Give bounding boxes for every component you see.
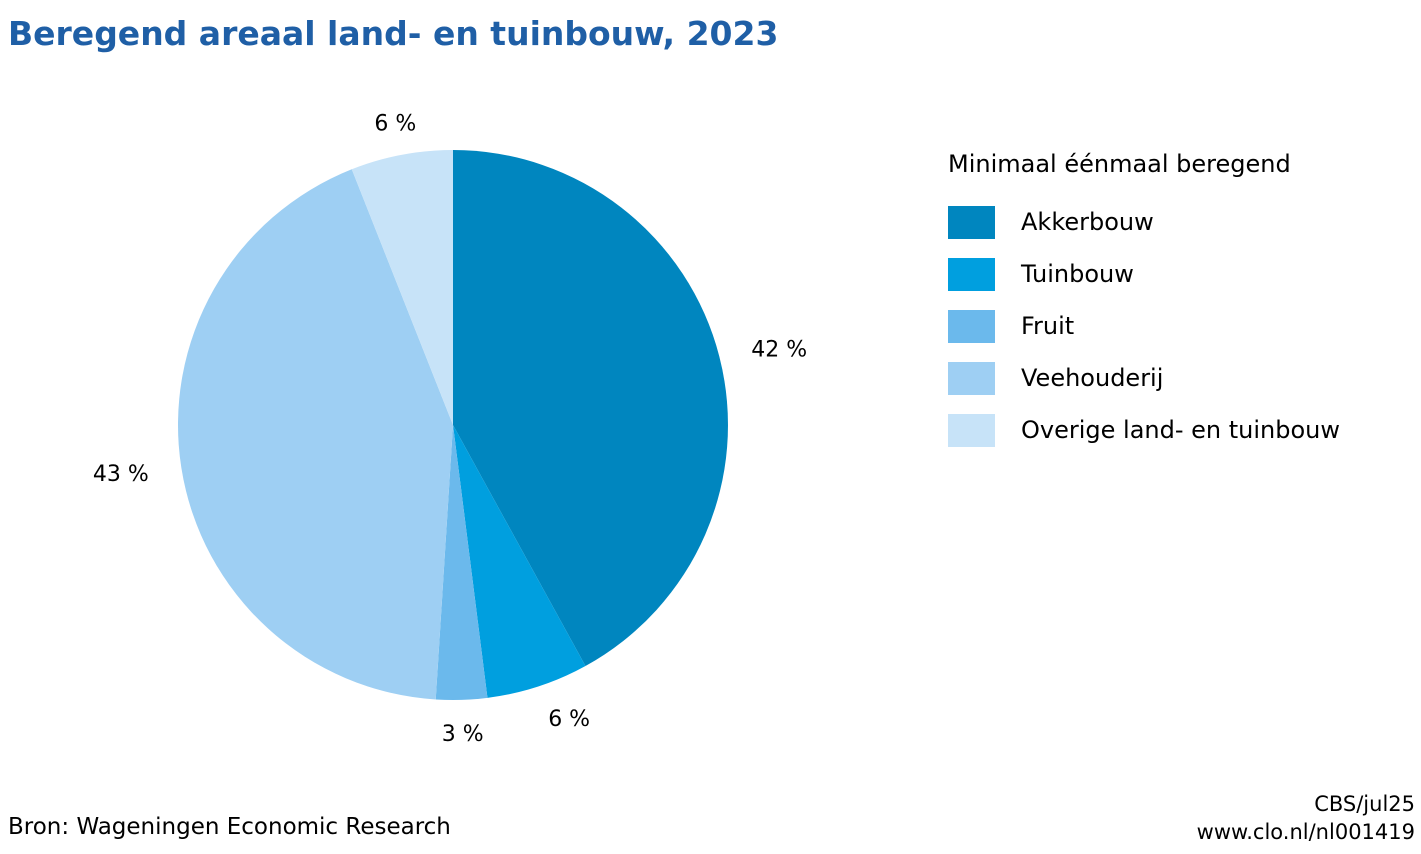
legend-item-akkerbouw: Akkerbouw bbox=[948, 196, 1340, 248]
pie-slice-akkerbouw bbox=[453, 150, 728, 666]
legend-swatch bbox=[948, 361, 995, 395]
credit-line-1: CBS/jul25 bbox=[1314, 792, 1415, 816]
legend-label: Akkerbouw bbox=[1021, 208, 1154, 236]
pie-label-overige-land-en-tuinbouw: 6 % bbox=[374, 112, 416, 137]
legend-item-veehouderij: Veehouderij bbox=[948, 352, 1340, 404]
pie-slices bbox=[177, 150, 728, 701]
pie-labels: 42 % 6 % 3 % 43 % 6 % bbox=[93, 112, 807, 747]
legend-swatch bbox=[948, 413, 995, 447]
legend-item-overige-land-en-tuinbouw: Overige land- en tuinbouw bbox=[948, 404, 1340, 456]
pie-slice-tuinbouw bbox=[453, 425, 586, 698]
credit-line-2: www.clo.nl/nl001419 bbox=[1196, 820, 1415, 844]
pie-slice-overige-land-en-tuinbouw bbox=[351, 150, 453, 425]
chart-title: Beregend areaal land- en tuinbouw, 2023 bbox=[8, 14, 779, 53]
legend-item-tuinbouw: Tuinbouw bbox=[948, 248, 1340, 300]
legend-swatch bbox=[948, 309, 995, 343]
legend-swatch bbox=[948, 257, 995, 291]
legend-label: Veehouderij bbox=[1021, 364, 1164, 392]
pie-label-fruit: 3 % bbox=[442, 722, 484, 747]
legend-label: Overige land- en tuinbouw bbox=[1021, 416, 1340, 444]
credit: CBS/jul25 www.clo.nl/nl001419 bbox=[1197, 790, 1415, 846]
legend-items: Akkerbouw Tuinbouw Fruit Veehouderij Overige… bbox=[948, 196, 1340, 456]
legend-title: Minimaal éénmaal beregend bbox=[948, 150, 1291, 178]
pie-label-akkerbouw: 42 % bbox=[751, 337, 807, 362]
pie-label-tuinbouw: 6 % bbox=[548, 707, 590, 732]
legend-item-fruit: Fruit bbox=[948, 300, 1340, 352]
pie-slice-fruit bbox=[435, 425, 488, 701]
pie-label-veehouderij: 43 % bbox=[93, 462, 149, 487]
legend-label: Fruit bbox=[1021, 312, 1075, 340]
legend-label: Tuinbouw bbox=[1021, 260, 1134, 288]
legend: Minimaal éénmaal beregend Akkerbouw Tuinb… bbox=[948, 150, 1340, 456]
pie-slice-veehouderij bbox=[177, 169, 454, 700]
legend-swatch bbox=[948, 205, 995, 239]
source-note: Bron: Wageningen Economic Research bbox=[8, 814, 451, 840]
